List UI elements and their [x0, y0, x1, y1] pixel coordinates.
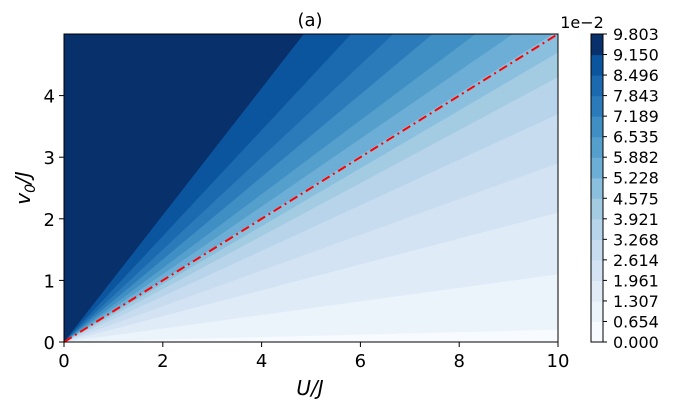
- x-tick-label: 10: [547, 351, 570, 372]
- colorbar-frame: [590, 33, 604, 343]
- colorbar-tick-label: 9.803: [613, 25, 659, 44]
- colorbar-segment-11: [591, 95, 603, 117]
- colorbar-tick-label: 6.535: [613, 128, 659, 147]
- contour-fill-layer: [64, 34, 558, 342]
- y-tick-label: 2: [44, 210, 55, 231]
- x-tick-label: 8: [453, 351, 464, 372]
- x-tick-label: 0: [58, 351, 69, 372]
- colorbar-segment-7: [591, 177, 603, 199]
- y-tick-label: 1: [44, 271, 55, 292]
- chart-title: (a): [297, 10, 322, 31]
- x-tick-label: 2: [157, 351, 168, 372]
- y-axis: 0 1 2 3 4: [44, 87, 64, 354]
- colorbar-offset-label: 1e−2: [560, 13, 604, 32]
- colorbar-segment-13: [591, 54, 603, 76]
- y-tick-label: 3: [44, 148, 55, 169]
- colorbar-tick-label: 4.575: [613, 189, 659, 208]
- colorbar-tick-label: 3.268: [613, 230, 659, 249]
- plot-frame: [63, 33, 559, 343]
- colorbar-tick-label: 9.150: [613, 46, 659, 65]
- x-axis: 0 2 4 6 8 10: [58, 342, 569, 372]
- colorbar-tick-label: 8.496: [613, 66, 659, 85]
- colorbar-segment-10: [591, 116, 603, 138]
- colorbar-tick-label: 3.921: [613, 210, 659, 229]
- x-axis-label: U/J: [296, 376, 323, 400]
- y-axis-label-main: v: [11, 192, 35, 205]
- colorbar-segment-8: [591, 157, 603, 179]
- colorbar-tick-label: 7.843: [613, 87, 659, 106]
- colorbar-segment-2: [591, 280, 603, 302]
- reference-dashdot-line: [63, 33, 559, 343]
- colorbar-tick-label: 1.961: [613, 271, 659, 290]
- y-tick-label: 0: [44, 333, 55, 354]
- colorbar-tick-label: 0.654: [613, 312, 659, 331]
- colorbar-segment-12: [591, 75, 603, 97]
- y-axis-label: v0/J: [11, 171, 39, 205]
- colorbar-tick-label: 2.614: [613, 251, 659, 270]
- contour-band-14: [64, 34, 304, 342]
- x-tick-label: 4: [256, 351, 267, 372]
- y-tick-label: 4: [44, 87, 55, 108]
- colorbar-segment-4: [591, 239, 603, 261]
- colorbar-tick-label: 1.307: [613, 292, 659, 311]
- y-axis-label-subscript: 0: [23, 184, 39, 193]
- colorbar-segment-3: [591, 259, 603, 281]
- colorbar-segment-14: [591, 34, 603, 56]
- colorbar-tick-label: 5.882: [613, 148, 659, 167]
- colorbar-tick-label: 0.000: [613, 333, 659, 352]
- y-axis-label-tail: /J: [11, 171, 35, 186]
- colorbar-segment-6: [591, 198, 603, 220]
- colorbar-tick-label: 7.189: [613, 107, 659, 126]
- colorbar-segment-1: [591, 300, 603, 323]
- colorbar-segment-5: [591, 218, 603, 240]
- colorbar-segment-9: [591, 136, 603, 158]
- colorbar-tick-label: 5.228: [613, 169, 659, 188]
- x-tick-label: 6: [355, 351, 366, 372]
- colorbar-segment-0: [591, 321, 603, 343]
